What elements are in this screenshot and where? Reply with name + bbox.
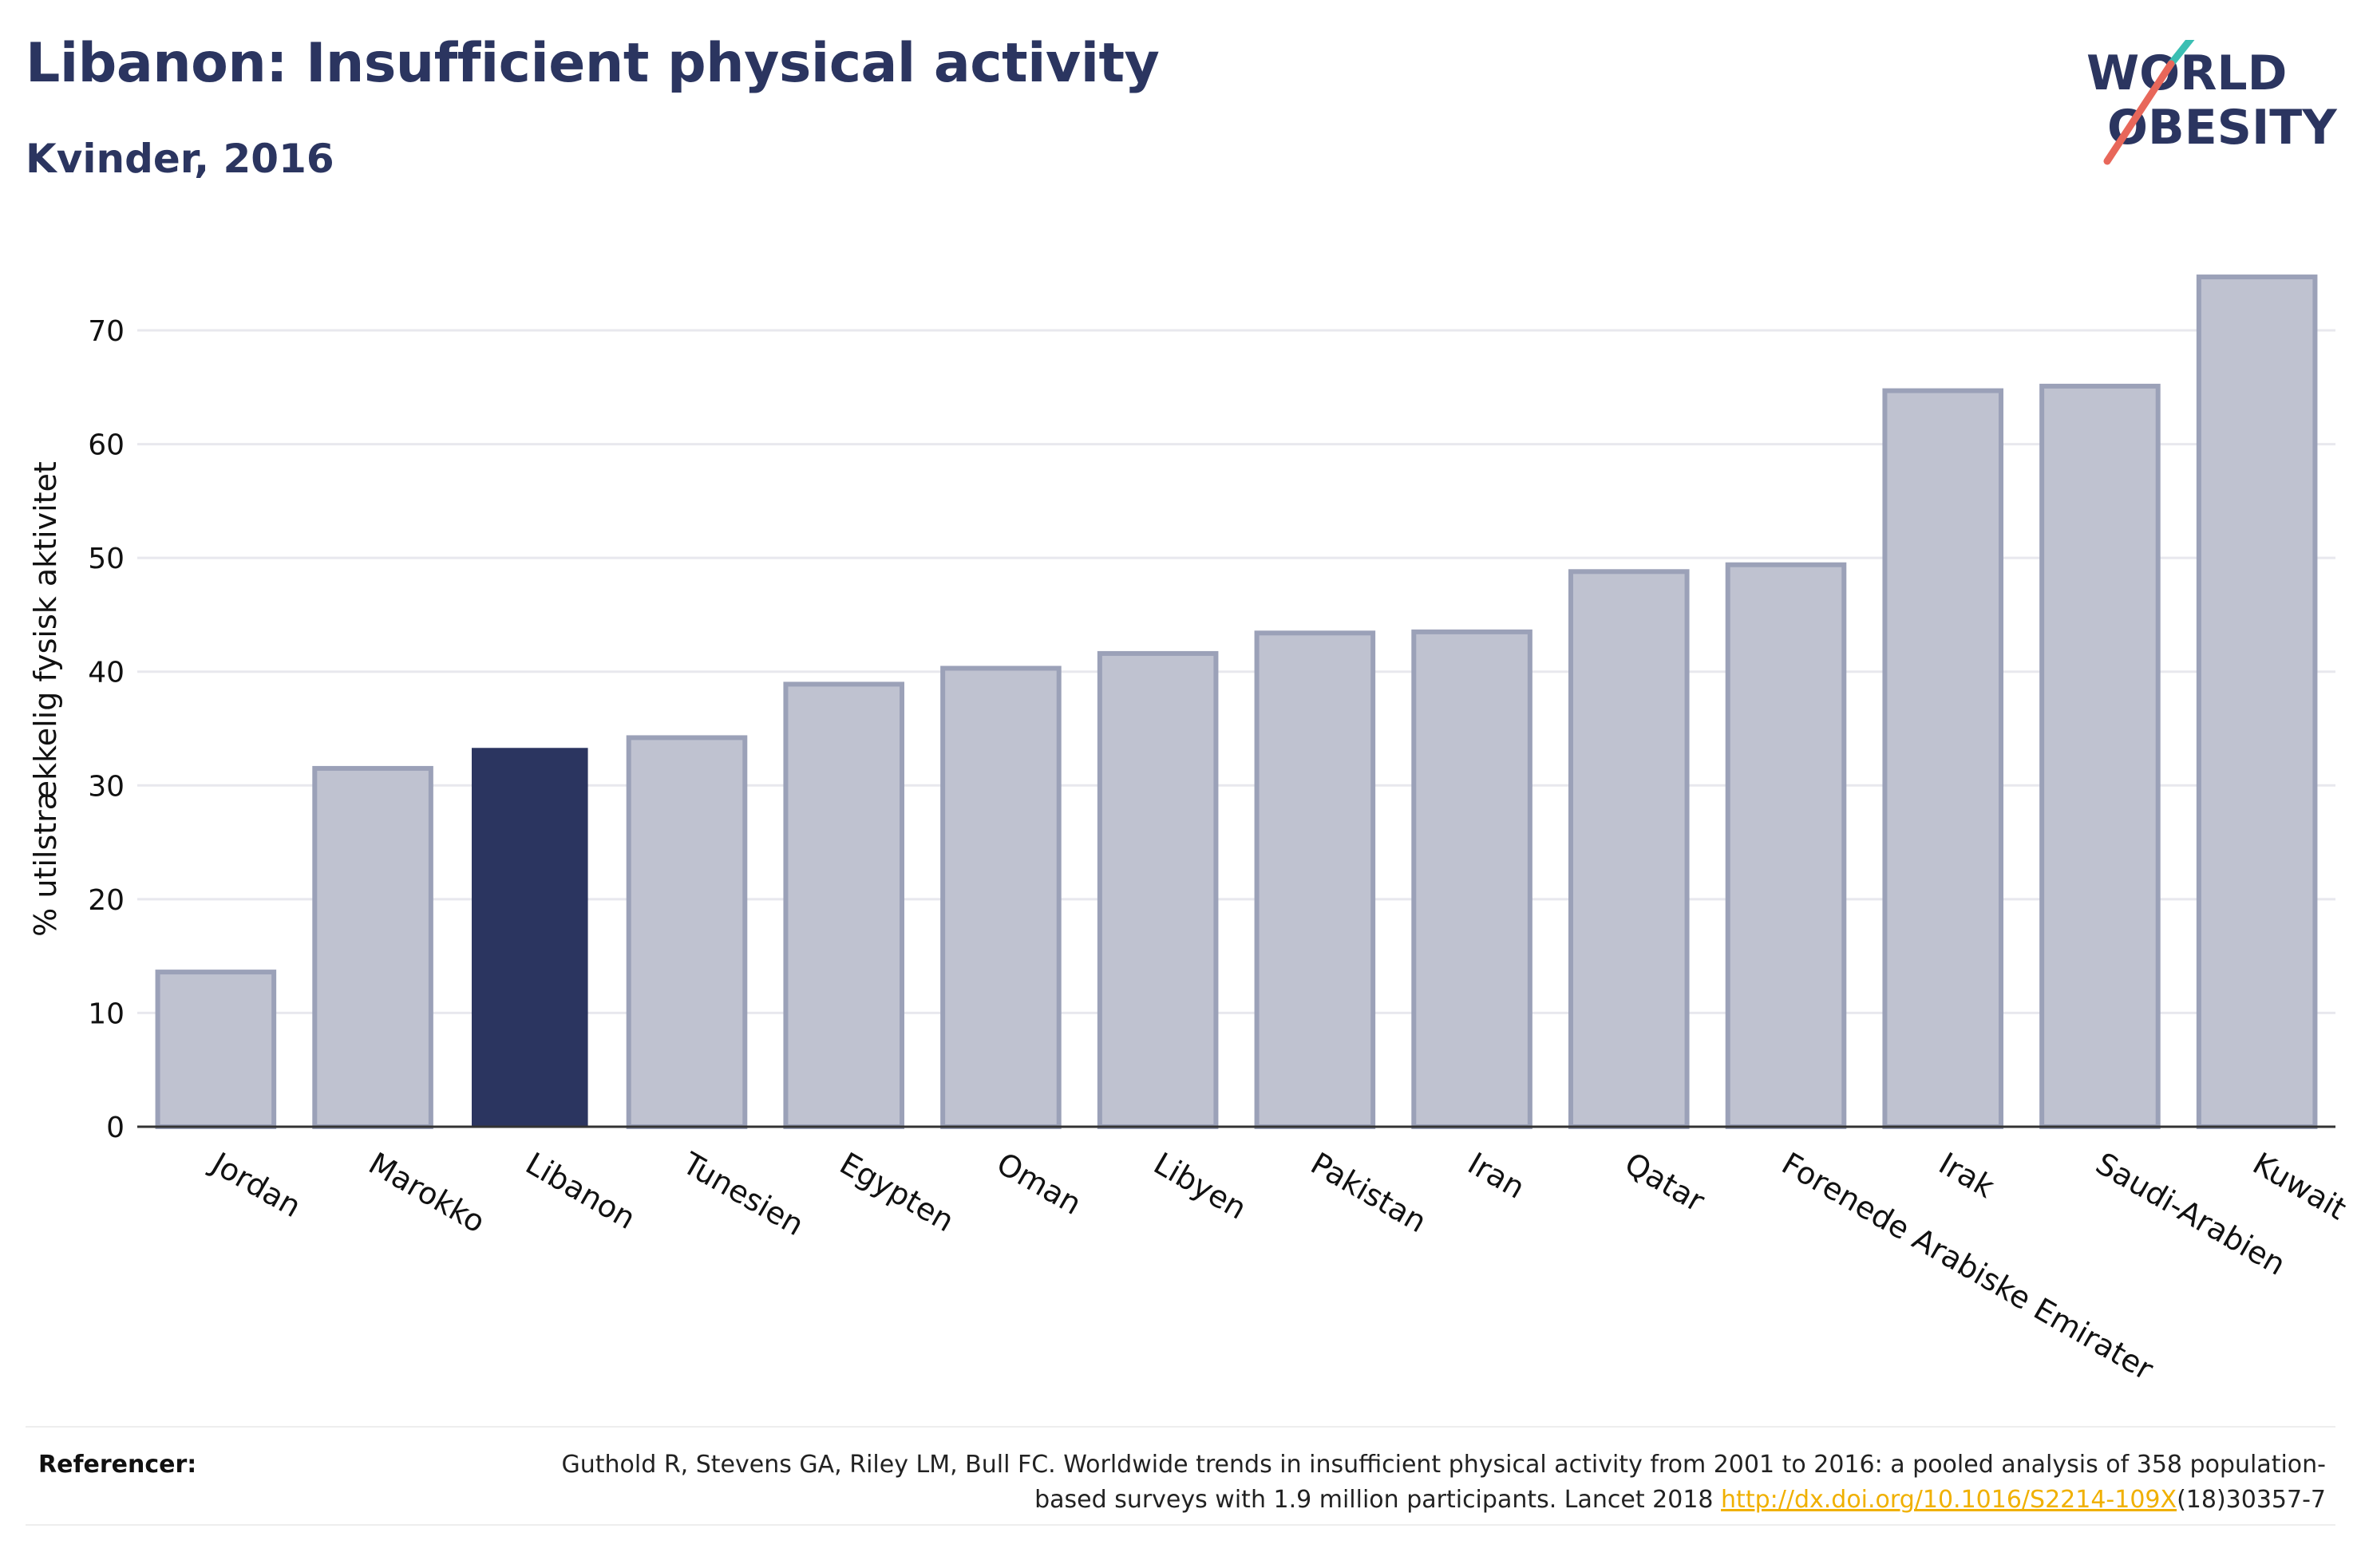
y-tick-label: 10 xyxy=(88,997,125,1030)
x-tick-label: Kuwait xyxy=(2247,1146,2352,1227)
x-tick-label: Marokko xyxy=(363,1146,492,1240)
bar-egypten xyxy=(783,681,904,1129)
x-tick-label: Tunesien xyxy=(676,1145,809,1242)
x-tick-label: Libanon xyxy=(520,1146,641,1236)
x-tick-label: Oman xyxy=(991,1146,1087,1222)
logo-word-world: WORLD xyxy=(2086,45,2287,101)
reference-citation-suffix: (18)30357-7 xyxy=(2177,1486,2326,1514)
x-tick-label: Iran xyxy=(1462,1146,1531,1206)
x-tick-label: Jordan xyxy=(204,1145,306,1225)
bar-tunesien xyxy=(626,735,748,1130)
y-tick-label: 70 xyxy=(88,315,125,348)
reference-doi-link[interactable]: http://dx.doi.org/10.1016/S2214-109X xyxy=(1721,1486,2177,1514)
x-tick-label: Qatar xyxy=(1619,1146,1710,1219)
y-axis-label: % utilstrækkelig fysisk aktivitet xyxy=(28,461,63,937)
y-tick-label: 60 xyxy=(88,429,125,462)
reference-top-rule xyxy=(26,1426,2335,1428)
y-tick-label: 40 xyxy=(88,657,125,689)
logo-slash-top xyxy=(2167,40,2195,68)
reference-bottom-rule xyxy=(26,1524,2335,1526)
x-tick-label: Libyen xyxy=(1148,1146,1252,1226)
y-tick-label: 30 xyxy=(88,770,125,803)
x-tick-label: Pakistan xyxy=(1305,1146,1433,1240)
bar-qatar xyxy=(1568,569,1690,1129)
world-obesity-logo: WORLD OBESITY xyxy=(2086,40,2338,165)
bar-chart: 0 10 20 30 40 50 60 70 Jordan Marokko Libanon Tune… xyxy=(28,274,2352,1388)
bar-marokko xyxy=(312,765,433,1130)
bar-irak xyxy=(1882,388,2003,1130)
x-tick-labels: Jordan Marokko Libanon Tunesien Egypten Oman L… xyxy=(204,1145,2352,1388)
y-tick-label: 0 xyxy=(106,1112,125,1144)
y-tick-label: 50 xyxy=(88,543,125,575)
y-tick-label: 20 xyxy=(88,884,125,917)
x-tick-label: Irak xyxy=(1933,1146,2000,1205)
bar-libyen xyxy=(1097,650,1219,1129)
bar-kuwait xyxy=(2196,274,2318,1129)
bar-saudi-arabien xyxy=(2039,383,2161,1129)
bar-pakistan xyxy=(1254,630,1376,1129)
chart-title: Libanon: Insufficient physical activity xyxy=(26,32,1160,95)
chart-subtitle: Kvinder, 2016 xyxy=(26,136,334,182)
bar-jordan xyxy=(155,970,277,1129)
bar-oman xyxy=(940,666,1062,1129)
references-label: Referencer: xyxy=(38,1451,197,1479)
x-tick-label: Egypten xyxy=(834,1146,960,1239)
logo-slash-bottom xyxy=(2103,60,2175,165)
references-text: Guthold R, Stevens GA, Riley LM, Bull FC… xyxy=(490,1448,2326,1518)
y-tick-labels: 0 10 20 30 40 50 60 70 xyxy=(88,315,125,1144)
grid-lines xyxy=(137,329,2335,1014)
bar-iran xyxy=(1411,629,1532,1129)
reference-citation: Guthold R, Stevens GA, Riley LM, Bull FC… xyxy=(561,1451,2326,1514)
bar-libanon xyxy=(472,748,588,1127)
bars xyxy=(155,274,2318,1130)
bar-forenede-arabiske-emirater xyxy=(1725,562,1847,1129)
